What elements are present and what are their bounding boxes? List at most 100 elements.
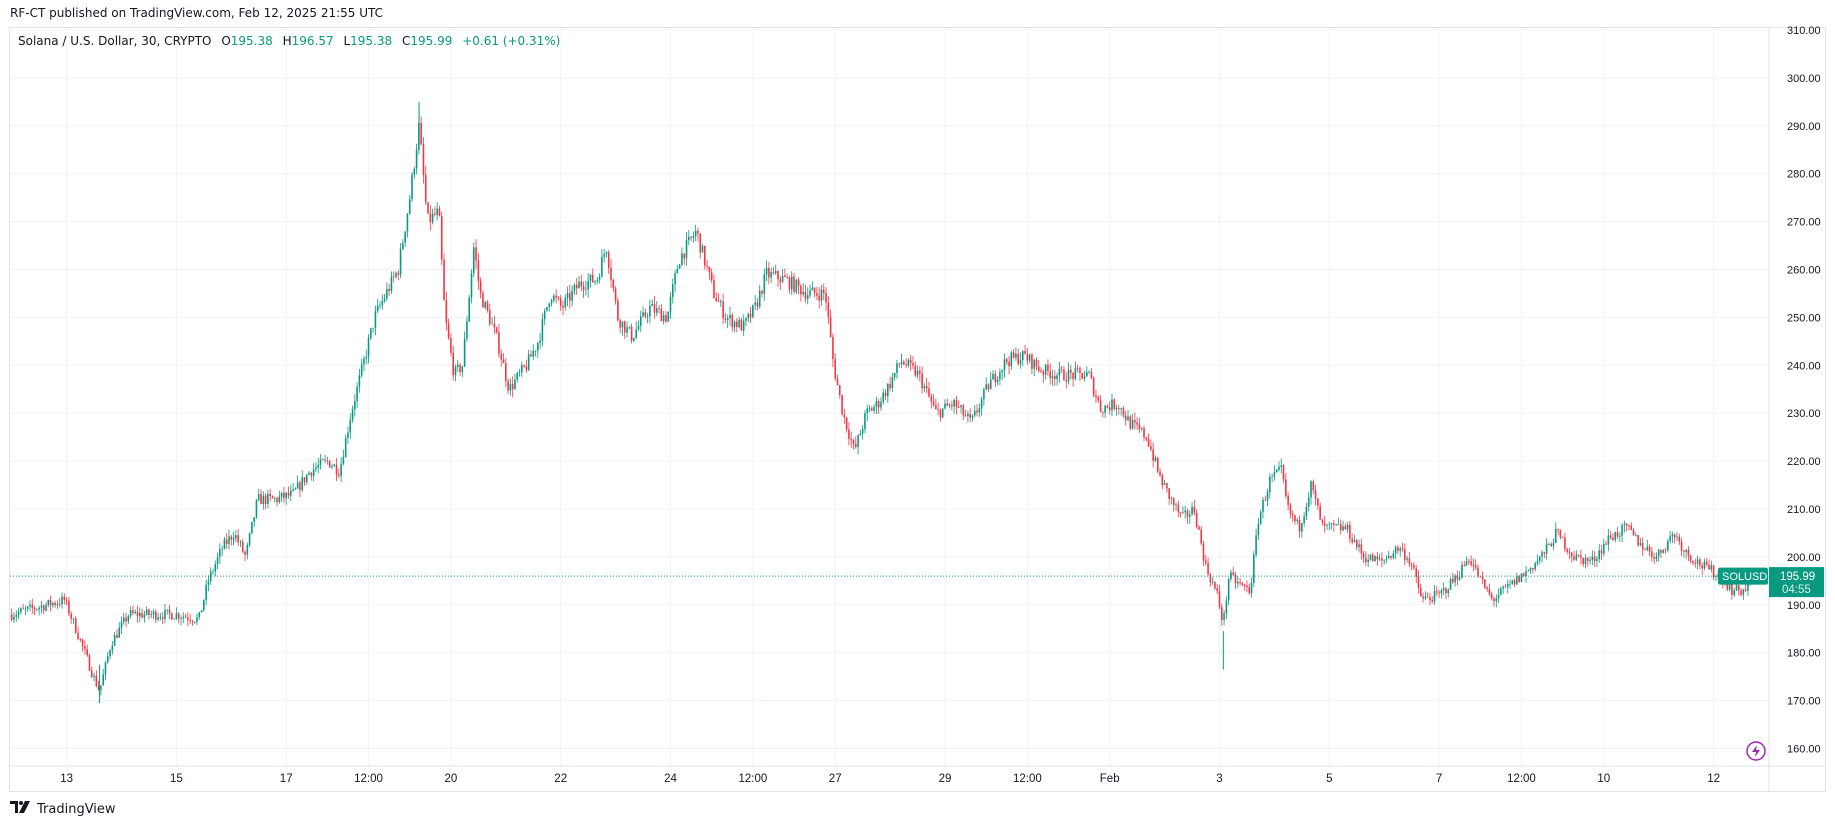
candle xyxy=(283,486,285,504)
candle-body xyxy=(1580,555,1582,558)
candle-body xyxy=(1243,584,1246,586)
candle-body xyxy=(1603,543,1605,554)
candle xyxy=(319,453,322,470)
candle xyxy=(509,378,512,396)
candle-body xyxy=(1056,375,1058,380)
candle xyxy=(65,597,68,606)
candle xyxy=(1671,531,1674,543)
candle xyxy=(322,458,324,461)
candle-body xyxy=(507,380,509,391)
candle-body xyxy=(125,617,127,622)
candle-body xyxy=(1079,368,1081,373)
candle xyxy=(1673,533,1676,544)
candle xyxy=(543,308,546,325)
candle-body xyxy=(1250,582,1253,593)
candle-body xyxy=(1371,554,1374,562)
candle xyxy=(402,239,404,251)
candle xyxy=(463,331,466,368)
candle-body xyxy=(184,616,187,618)
candle xyxy=(882,388,885,405)
tradingview-logo[interactable]: TradingView xyxy=(10,801,116,817)
price-tick-label: 240.00 xyxy=(1787,360,1821,372)
candle xyxy=(388,283,390,296)
candle xyxy=(1339,519,1342,535)
candle xyxy=(1378,553,1381,561)
candle xyxy=(1511,579,1514,586)
candle xyxy=(1605,540,1607,546)
candle xyxy=(1456,570,1459,586)
candle xyxy=(1319,502,1321,520)
candle xyxy=(1335,524,1337,526)
candle xyxy=(168,604,171,620)
candle-body xyxy=(1685,549,1687,552)
candle xyxy=(475,239,477,269)
candle xyxy=(90,666,93,679)
candle xyxy=(1111,393,1113,417)
candle-body xyxy=(1202,543,1205,561)
candle xyxy=(628,326,631,330)
candle xyxy=(386,282,388,301)
candle-body xyxy=(1355,540,1358,548)
candle-body xyxy=(685,240,688,259)
candle-body xyxy=(459,364,461,373)
lightning-icon[interactable] xyxy=(1746,741,1766,761)
candle xyxy=(340,456,342,482)
symbol-box xyxy=(1718,567,1768,585)
candle-body xyxy=(1625,523,1628,526)
candle xyxy=(454,364,457,382)
candle-body xyxy=(40,605,43,608)
candle-body xyxy=(1150,446,1152,450)
candle xyxy=(219,543,221,564)
candle-body xyxy=(1589,560,1591,562)
candle-body xyxy=(980,399,983,409)
candle-body xyxy=(280,492,283,497)
candle-body xyxy=(598,276,601,280)
candle xyxy=(914,361,917,378)
candle-body xyxy=(264,495,267,504)
candle xyxy=(521,361,523,377)
candle-body xyxy=(1081,372,1084,379)
candle-body xyxy=(722,301,724,319)
candle-body xyxy=(116,635,118,638)
candle-body xyxy=(1285,479,1287,497)
candle xyxy=(671,278,674,304)
candle xyxy=(1484,579,1486,590)
time-tick-label: 12:00 xyxy=(1013,773,1042,785)
candle-body xyxy=(541,319,544,341)
candle-body xyxy=(655,308,658,313)
candle xyxy=(1417,570,1420,594)
candle-body xyxy=(521,365,523,373)
candle xyxy=(248,532,251,548)
candle-body xyxy=(1214,582,1216,589)
candle xyxy=(287,486,290,499)
time-tick-label: 3 xyxy=(1216,773,1222,785)
candle xyxy=(324,454,326,464)
candle-body xyxy=(1255,535,1257,555)
candle-body xyxy=(756,302,759,307)
candle-body xyxy=(1522,573,1525,577)
candle-body xyxy=(1008,361,1010,367)
candle-body xyxy=(65,599,68,601)
candle xyxy=(653,295,656,319)
candle xyxy=(701,244,704,253)
candle-body xyxy=(1538,556,1541,561)
candle-body xyxy=(58,603,61,605)
candle xyxy=(932,394,935,407)
candle-body xyxy=(1660,549,1662,553)
candle-body xyxy=(534,350,537,352)
candle xyxy=(1703,558,1706,571)
candle-body xyxy=(1534,563,1536,570)
candle xyxy=(859,429,862,436)
candle-body xyxy=(77,632,79,639)
candle-body xyxy=(747,313,750,319)
candle xyxy=(1072,371,1074,387)
candle xyxy=(1163,479,1166,486)
candle-body xyxy=(1305,506,1308,517)
price-axis[interactable]: 160.00170.00180.00190.00200.00210.00220.… xyxy=(1787,25,1821,756)
candle xyxy=(1204,554,1207,566)
candle xyxy=(1669,530,1671,544)
candle-body xyxy=(235,535,237,539)
time-axis[interactable]: 13 15 17 12:00 20 22 24 12:00 27 29 12:00 Feb 3 5 7 12:… xyxy=(60,773,1720,785)
candle xyxy=(1227,577,1230,606)
